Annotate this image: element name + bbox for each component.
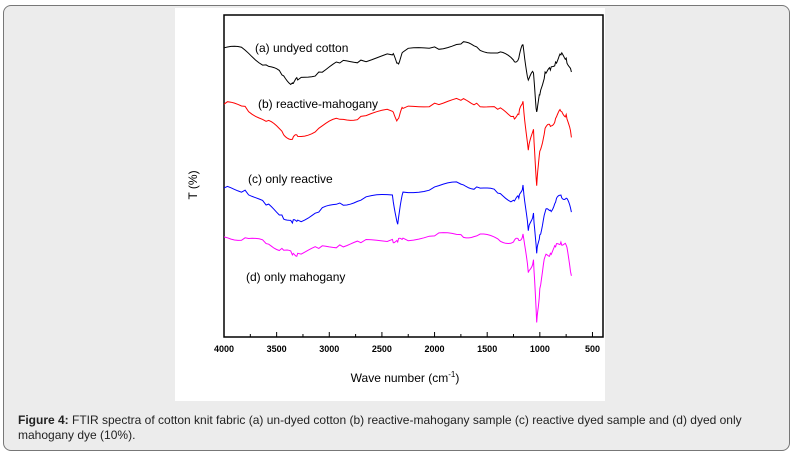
plot-frame	[223, 14, 604, 338]
x-tick-label: 2500	[372, 344, 392, 354]
series-line-a	[223, 41, 572, 113]
series-label-b: (b) reactive-mahogany	[258, 97, 378, 111]
x-tick-label: 2000	[425, 344, 445, 354]
x-tick-label: 1000	[530, 344, 550, 354]
x-tick-label: 1500	[477, 344, 497, 354]
x-tick-label: 500	[585, 344, 600, 354]
x-tick-label: 3000	[319, 344, 339, 354]
series-line-b	[223, 97, 572, 186]
figure-caption: Figure 4: FTIR spectra of cotton knit fa…	[18, 413, 778, 443]
series-label-d: (d) only mahogany	[246, 270, 345, 284]
caption-text: FTIR spectra of cotton knit fabric (a) u…	[18, 413, 742, 442]
series-line-d	[223, 232, 572, 323]
caption-label: Figure 4:	[18, 413, 69, 427]
series-label-a: (a) undyed cotton	[255, 41, 348, 55]
x-tick-label: 3500	[267, 344, 287, 354]
series-label-c: (c) only reactive	[248, 172, 333, 186]
y-axis-label: T (%)	[186, 170, 200, 199]
x-axis-label: Wave number (cm-1)	[351, 370, 460, 385]
series-line-c	[223, 181, 572, 254]
x-tick-label: 4000	[214, 344, 234, 354]
